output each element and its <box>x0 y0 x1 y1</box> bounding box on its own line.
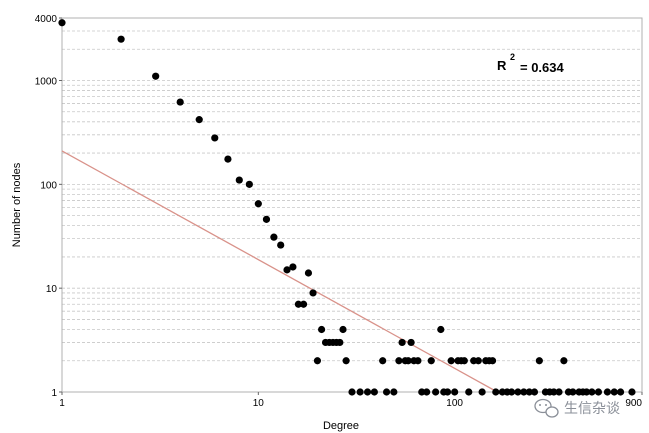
data-point <box>304 269 313 277</box>
data-point <box>530 388 539 396</box>
r2-value: = 0.634 <box>520 60 565 75</box>
data-point <box>525 388 533 396</box>
data-point <box>432 388 440 396</box>
data-point <box>294 300 303 308</box>
regression-line <box>61 150 498 393</box>
y-tick-label: 4000 <box>35 14 58 25</box>
data-point <box>195 116 203 124</box>
data-point <box>370 388 378 396</box>
y-axis-title: Number of nodes <box>11 162 23 247</box>
data-point <box>594 388 603 396</box>
data-point <box>398 338 406 347</box>
data-point <box>277 241 285 249</box>
data-point <box>569 388 577 396</box>
data-point <box>363 388 372 396</box>
data-point <box>507 388 516 396</box>
data-point <box>423 388 431 396</box>
watermark-text: 生信杂谈 <box>564 401 620 417</box>
data-point <box>283 266 291 274</box>
data-point <box>390 388 398 396</box>
x-tick-label: 900 <box>625 398 642 409</box>
watermark: 生信杂谈 <box>534 398 620 418</box>
data-point <box>603 388 612 396</box>
data-point <box>348 388 356 396</box>
data-point <box>176 98 184 106</box>
r2-superscript: 2 <box>510 52 515 62</box>
data-point <box>488 357 497 365</box>
grid-lines <box>62 17 642 362</box>
data-point <box>342 357 350 365</box>
data-point <box>583 388 591 396</box>
x-tick-label: 1 <box>59 398 65 409</box>
data-point <box>474 357 482 365</box>
data-point <box>254 200 262 208</box>
y-tick-label: 1 <box>51 388 57 399</box>
y-tick-label: 1000 <box>35 77 58 88</box>
data-point <box>299 300 308 308</box>
data-points <box>58 19 636 396</box>
data-point <box>309 289 317 297</box>
data-point <box>356 388 364 396</box>
data-point <box>628 388 636 396</box>
data-point <box>339 325 347 334</box>
data-point <box>289 263 297 271</box>
x-axis-title: Degree <box>323 420 359 432</box>
y-tick-label: 10 <box>46 284 58 295</box>
data-point <box>152 72 160 80</box>
x-tick-label: 100 <box>446 398 463 409</box>
data-point <box>443 388 452 396</box>
data-point <box>414 357 422 365</box>
data-point <box>460 357 468 365</box>
data-point <box>235 176 243 184</box>
data-point <box>336 338 344 347</box>
data-point <box>535 357 543 365</box>
data-point <box>437 325 445 334</box>
data-point <box>404 357 412 365</box>
data-point <box>382 388 391 396</box>
data-point <box>492 388 500 396</box>
data-point <box>313 357 322 365</box>
data-point <box>270 233 278 241</box>
r2-label: R <box>497 58 507 73</box>
data-point <box>451 388 459 396</box>
data-point <box>427 357 435 365</box>
data-point <box>560 357 568 365</box>
data-point <box>550 388 558 396</box>
data-point <box>588 388 596 396</box>
data-point <box>395 357 403 365</box>
data-point <box>616 388 625 396</box>
data-point <box>117 35 125 43</box>
data-point <box>555 388 563 396</box>
fit-line <box>61 150 498 393</box>
data-point <box>58 19 66 27</box>
x-tick-label: 10 <box>253 398 265 409</box>
data-point <box>317 325 326 334</box>
data-point <box>379 357 387 365</box>
data-point <box>407 338 415 347</box>
data-point <box>262 215 271 223</box>
data-point <box>211 134 219 142</box>
axis-ticks: 1 10 100 1000 4000 1 10 100 900 <box>35 14 643 409</box>
data-point <box>447 357 455 365</box>
data-point <box>478 388 486 396</box>
r-squared-annotation: R 2 = 0.634 <box>497 52 565 75</box>
data-point <box>245 180 253 188</box>
data-point <box>224 155 232 163</box>
data-point <box>520 388 528 396</box>
data-point <box>610 388 618 396</box>
data-point <box>514 388 522 396</box>
y-tick-label: 100 <box>40 180 57 191</box>
data-point <box>465 388 473 396</box>
wechat-icon <box>534 398 559 418</box>
